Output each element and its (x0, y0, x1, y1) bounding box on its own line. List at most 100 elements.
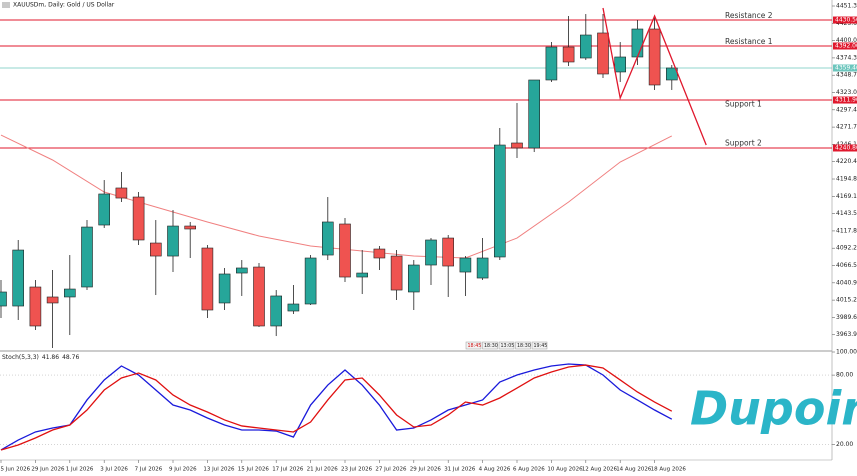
logo: Dupoin (690, 382, 857, 436)
y-tick-label: 4143.50 (836, 210, 857, 217)
level-tag-label: 4311.90 (835, 97, 857, 104)
candle-body (201, 247, 214, 311)
y-tick-label: 3963.95 (836, 331, 857, 338)
candle-body (528, 79, 541, 149)
candle-body (339, 223, 351, 278)
x-tick-label: 14 Aug 2026 (616, 467, 652, 473)
x-tick-label: 6 Aug 2026 (513, 467, 545, 473)
candle-body (579, 34, 592, 59)
time-tag-label: 18:30 (517, 343, 531, 349)
current-price-tag (833, 64, 857, 72)
candle-body (631, 28, 644, 58)
level-tag (833, 144, 857, 152)
x-tick-label: 1 Jul 2026 (66, 467, 94, 473)
candle-body (0, 291, 7, 307)
x-tick-label: 13 Jul 2026 (203, 467, 235, 473)
candle-body (64, 288, 76, 298)
level-name: Resistance 1 (725, 37, 773, 46)
x-tick-label: 4 Aug 2026 (479, 467, 511, 473)
y-tick-label: 4271.75 (836, 124, 857, 131)
current-price-label: 4359.40 (835, 64, 857, 71)
y-tick-label: 4323.05 (836, 89, 857, 96)
y-tick-label: 4169.15 (836, 193, 857, 200)
candle-body (236, 267, 248, 274)
candle-body (304, 257, 317, 305)
moving-average (0, 134, 673, 259)
x-tick-label: 3 Jul 2026 (100, 467, 128, 473)
candle-body (98, 193, 110, 226)
x-tick-label: 15 Jul 2026 (238, 467, 270, 473)
y-tick-label: 4451.30 (836, 3, 857, 10)
time-tag (465, 341, 482, 350)
x-tick-label: 9 Jul 2026 (169, 467, 197, 473)
candle-body (459, 257, 472, 273)
candle-body (648, 28, 661, 86)
time-tag-label: 18:30 (484, 343, 498, 349)
candle-body (407, 264, 420, 293)
time-tag (515, 341, 531, 350)
candle-body (46, 296, 59, 304)
candle-body (218, 273, 231, 304)
stoch-tick-label: 100.00 (836, 349, 857, 356)
y-tick-label: 4246.10 (836, 141, 857, 148)
x-tick-label: 7 Jul 2026 (135, 467, 163, 473)
level-tag (833, 96, 857, 104)
level-name: Resistance 2 (725, 11, 773, 20)
stoch-tick-label: 20.00 (836, 441, 853, 448)
time-tag-label: 18:45 (468, 343, 482, 349)
y-tick-label: 4092.20 (836, 245, 857, 252)
chart-title: XAUUSDm, Daily: Gold / US Dollar (13, 2, 115, 9)
x-tick-label: 29 Jun 2026 (31, 467, 65, 473)
candle-body (115, 187, 128, 199)
candle-body (476, 257, 489, 279)
candle-body (81, 226, 93, 288)
candle-body (562, 46, 575, 63)
zigzag-drawing (602, 7, 707, 146)
candle-body (12, 249, 24, 307)
stoch-header-part: 48.76 (62, 354, 79, 361)
x-tick-label: 21 Jul 2026 (307, 467, 339, 473)
x-tick-label: 25 Jun 2026 (0, 467, 31, 473)
y-tick-label: 4117.85 (836, 227, 857, 234)
level-tag-label: 4430.50 (835, 17, 857, 24)
time-tag-label: 19:45 (534, 343, 548, 349)
level-name: Support 2 (725, 138, 762, 147)
candle-body (511, 142, 523, 149)
level-tag (833, 16, 857, 24)
x-tick-label: 18 Aug 2026 (651, 467, 687, 473)
candle-body (29, 286, 42, 327)
candle-body (253, 266, 265, 327)
y-tick-label: 4400.00 (836, 37, 857, 44)
stoch-line (0, 364, 673, 451)
x-tick-label: 31 Jul 2026 (444, 467, 476, 473)
y-tick-label: 4374.35 (836, 54, 857, 61)
stoch-line (0, 363, 673, 451)
stoch-header: Stoch(5,3,3) 41.86 48.76 (2, 354, 79, 361)
y-tick-label: 4040.90 (836, 279, 857, 286)
level-tag (833, 42, 857, 50)
time-tag-label: 13:05 (501, 343, 515, 349)
x-tick-label: 23 Jul 2026 (341, 467, 373, 473)
stoch-header-part: Stoch(5,3,3) (2, 354, 39, 361)
candle-body (597, 32, 609, 75)
x-tick-label: 10 Aug 2026 (547, 467, 583, 473)
level-tag-label: 4240.80 (835, 144, 857, 151)
candle-body (442, 237, 455, 267)
y-tick-label: 4015.25 (836, 297, 857, 304)
time-tag (498, 341, 515, 350)
candle-body (150, 242, 162, 257)
level-tag-label: 4392.00 (835, 43, 857, 50)
level-name: Support 1 (725, 100, 762, 109)
symbol-icon (2, 2, 10, 8)
candle-body (425, 239, 437, 266)
candle-body (321, 221, 334, 256)
candle-body (356, 272, 369, 278)
stoch-header-part: 41.86 (42, 354, 59, 361)
y-tick-label: 4297.40 (836, 106, 857, 113)
x-tick-label: 29 Jul 2026 (410, 467, 442, 473)
candle-body (373, 248, 386, 259)
candle-body (270, 295, 283, 327)
candle-body (390, 255, 403, 291)
candle-body (545, 46, 558, 81)
time-tag (531, 341, 548, 350)
